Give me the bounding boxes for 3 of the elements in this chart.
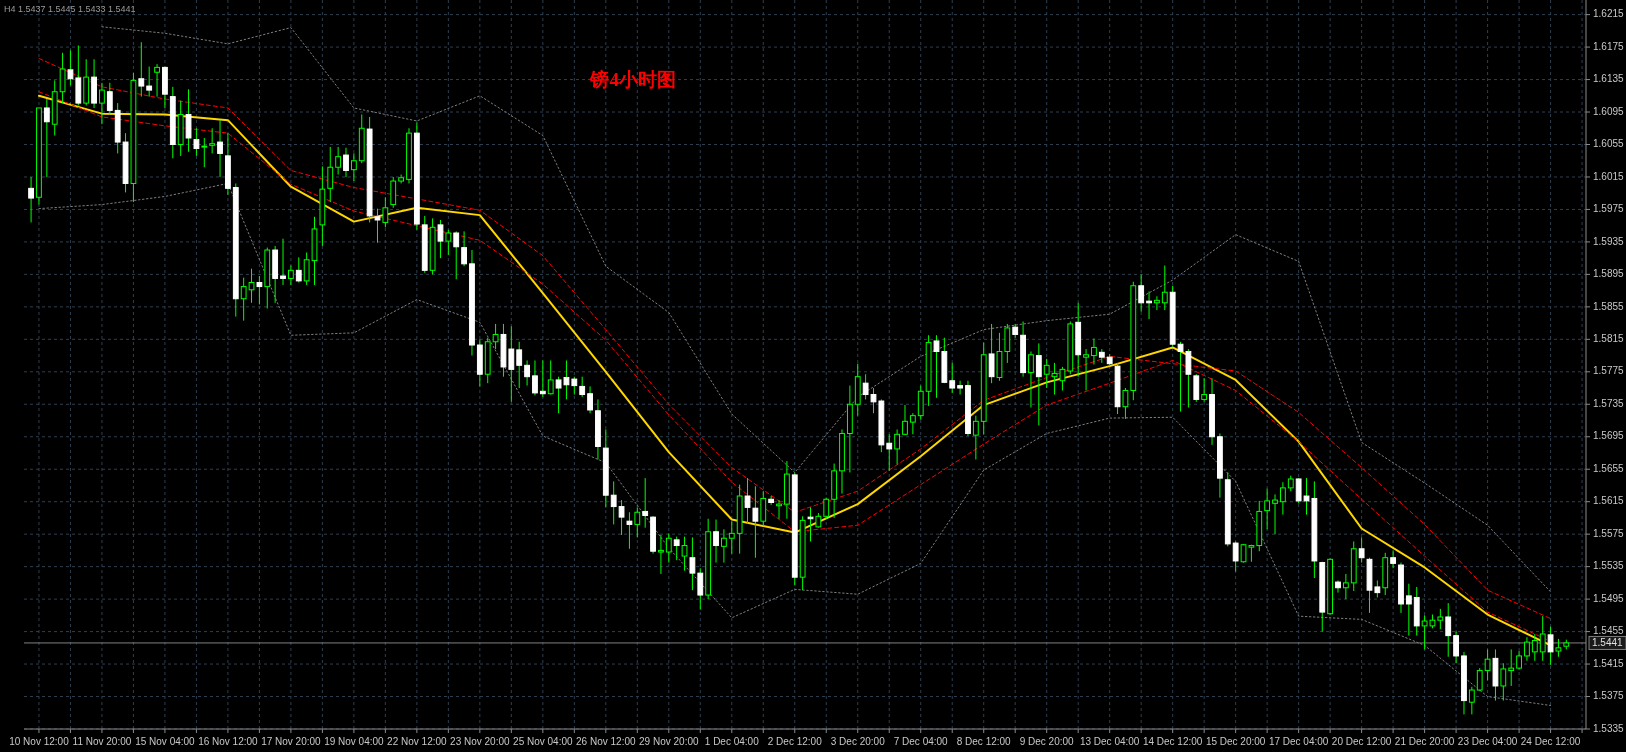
title: 镑4小时图 <box>590 69 676 91</box>
ref-line-label: 1.5441 <box>1592 636 1624 648</box>
annotation: H4 1.5437 1.5445 1.5433 1.5441 <box>4 4 136 15</box>
